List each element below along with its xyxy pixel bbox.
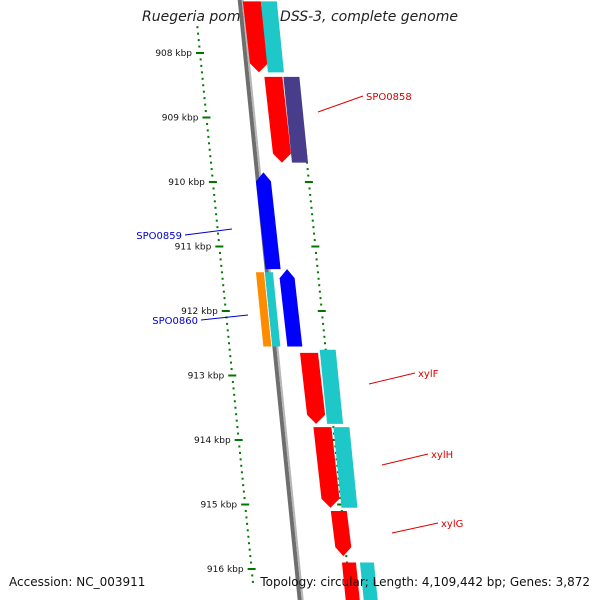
gene-arrow <box>264 76 291 163</box>
gene-label-spo0860: SPO0860 <box>152 316 198 327</box>
gene-arrow <box>313 427 340 508</box>
gene-leader-line <box>200 314 249 321</box>
tick-label: 912 kbp <box>181 307 218 317</box>
gene-arrow <box>330 510 352 557</box>
tick-label: 910 kbp <box>168 178 205 188</box>
tick-label: 908 kbp <box>155 49 192 59</box>
gene-arrow <box>279 269 303 347</box>
tick-label: 914 kbp <box>194 436 231 446</box>
cds-bar <box>333 427 358 508</box>
cds-bar <box>260 1 284 73</box>
topology-text: Topology: circular; Length: 4,109,442 bp… <box>260 575 590 589</box>
gene-label-spo0859: SPO0859 <box>136 231 182 242</box>
gene-leader-line <box>391 522 439 534</box>
tick-label: 909 kbp <box>162 114 199 124</box>
cds-bar <box>264 272 281 347</box>
cds-bar <box>255 272 272 347</box>
cds-bar <box>319 349 344 424</box>
gene-arrow <box>299 352 326 424</box>
gene-label-spo0858: SPO0858 <box>366 92 412 103</box>
tick-label: 913 kbp <box>188 372 225 382</box>
gene-label-xylh: xylH <box>431 450 453 461</box>
gene-label-xylf: xylF <box>418 369 439 380</box>
gene-arrow <box>255 172 281 270</box>
page-title: Ruegeria pomeroyi DSS-3, complete genome <box>142 9 458 25</box>
gene-leader-line <box>381 453 429 466</box>
tick-label: 911 kbp <box>175 243 212 253</box>
feature-layer <box>242 1 378 600</box>
gene-leader-line <box>368 372 416 385</box>
cds-bar <box>283 76 308 163</box>
gene-leader-line <box>317 95 364 113</box>
gene-label-xylg: xylG <box>441 519 463 530</box>
gene-arrow <box>242 1 268 73</box>
gene-leader-line <box>184 228 233 236</box>
cds-bar <box>359 562 378 600</box>
cds-bar <box>341 562 360 600</box>
accession-text: Accession: NC_003911 <box>9 575 146 589</box>
label-layer: 908 kbp 909 kbp 910 kbp 911 kbp 912 kbp 913 k… <box>136 49 463 575</box>
tick-label: 915 kbp <box>200 501 237 511</box>
tick-label: 916 kbp <box>207 565 244 575</box>
